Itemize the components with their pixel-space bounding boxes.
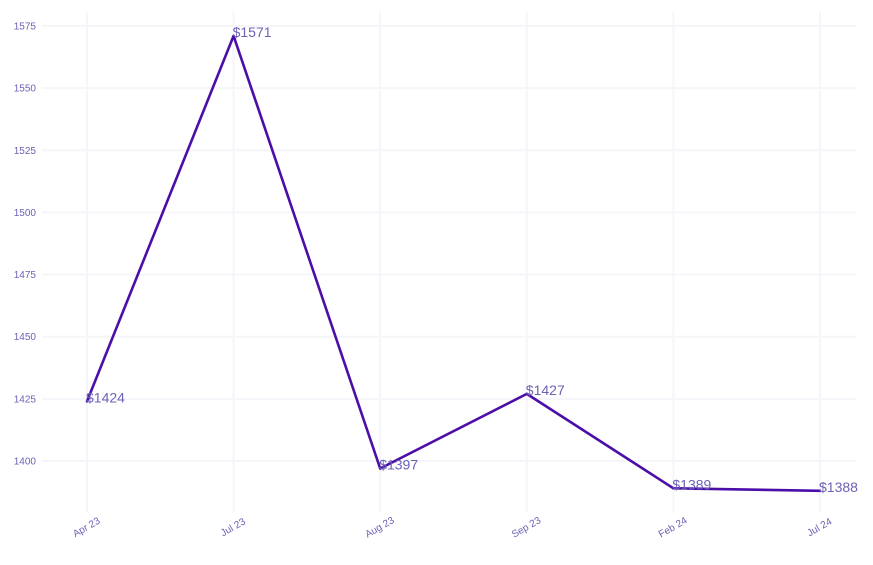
y-tick-label: 1550 (14, 84, 37, 95)
x-tick-label: Sep 23 (510, 515, 543, 541)
y-tick-label: 1475 (14, 270, 37, 281)
data-point (85, 400, 89, 403)
data-label: $1571 (233, 24, 272, 40)
data-labels: $1424 $1571 $1397 $1427 $1389 $1388 (86, 24, 858, 495)
data-point (232, 34, 235, 38)
y-tick-label: 1425 (14, 394, 37, 405)
data-point (379, 467, 382, 470)
x-tick-label: Jul 24 (805, 516, 834, 539)
y-axis-ticks: 1400 1425 1450 1475 1500 1525 1550 1575 (14, 22, 37, 468)
x-axis-ticks: Apr 23 Jul 23 Aug 23 Sep 23 Feb 24 Jul 24 (71, 515, 834, 541)
series-line (85, 34, 822, 493)
y-tick-label: 1450 (14, 332, 37, 343)
data-point (818, 489, 822, 493)
y-tick-label: 1400 (14, 457, 37, 468)
data-label: $1424 (86, 389, 125, 405)
data-label: $1397 (379, 456, 418, 472)
data-label: $1389 (672, 476, 711, 492)
x-tick-label: Apr 23 (71, 515, 102, 539)
data-label: $1427 (526, 382, 565, 398)
grid-lines (42, 12, 856, 512)
data-point (672, 487, 675, 490)
x-tick-label: Feb 24 (657, 515, 690, 540)
x-tick-label: Aug 23 (363, 515, 396, 541)
data-label: $1388 (819, 479, 858, 495)
y-tick-label: 1500 (14, 208, 37, 219)
y-tick-label: 1525 (14, 146, 37, 157)
y-tick-label: 1575 (14, 22, 37, 33)
data-point (525, 392, 528, 396)
x-tick-label: Jul 23 (219, 516, 248, 539)
series-lines (85, 34, 822, 493)
